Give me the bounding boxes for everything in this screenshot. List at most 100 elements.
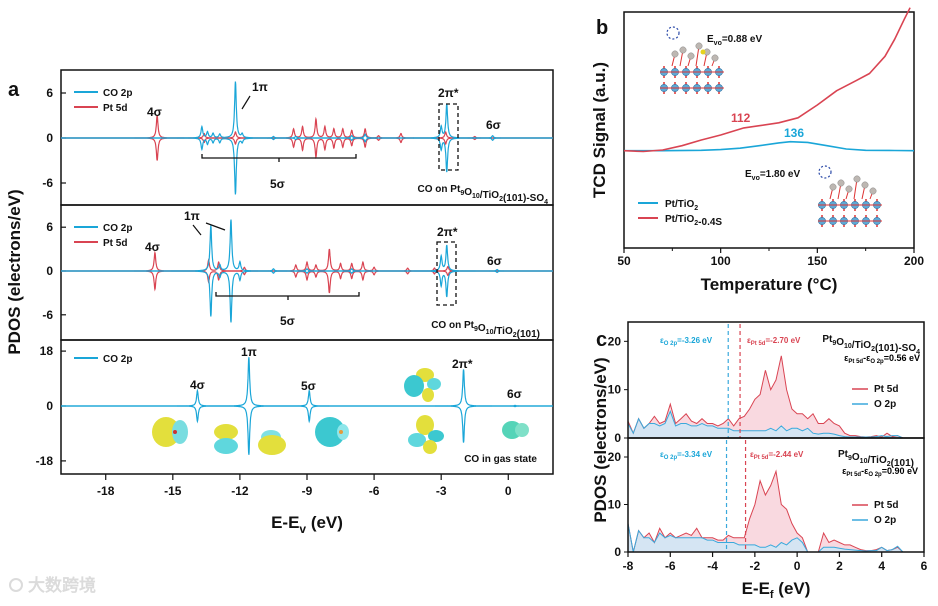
panel-b-ylabel: TCD Signal (a.u.) bbox=[590, 62, 609, 198]
a1-caption: CO on Pt9O10/TiO2(101)-SO4 bbox=[418, 184, 549, 206]
y-tick-label: 20 bbox=[608, 334, 622, 348]
c1-legend-o2p: O 2p bbox=[874, 399, 896, 410]
pt-tio2-04s-curve bbox=[623, 7, 911, 153]
orbital-4sigma-isosurface bbox=[152, 417, 188, 447]
a2-4sigma-label: 4σ bbox=[145, 240, 160, 254]
pt-atom bbox=[671, 50, 679, 58]
pt-atom bbox=[853, 175, 861, 183]
peak-label-112: 112 bbox=[731, 111, 751, 125]
x-tick-label: -18 bbox=[97, 484, 115, 498]
a1-legend-pt5d: Pt 5d bbox=[103, 103, 127, 114]
a3-4sigma-label: 4σ bbox=[190, 378, 205, 392]
pt-atom bbox=[861, 181, 869, 189]
panel-label-a: a bbox=[8, 79, 20, 101]
c2-frame bbox=[627, 437, 925, 553]
y-tick-label: 0 bbox=[46, 399, 53, 413]
pt-atom bbox=[845, 185, 853, 193]
a2-5sigma-bracket bbox=[215, 292, 360, 300]
evo-label-sulfated: Evo=0.88 eV bbox=[707, 34, 762, 47]
y-tick-label: 0 bbox=[614, 545, 621, 559]
a2-legend-co2p: CO 2p bbox=[103, 223, 132, 234]
evo-label-pristine: Evo=1.80 eV bbox=[745, 169, 800, 182]
peak-label-136: 136 bbox=[784, 126, 804, 140]
x-tick-label: 200 bbox=[904, 254, 924, 268]
y-tick-label: -18 bbox=[36, 454, 54, 468]
orbital-1pi-isosurface-a bbox=[214, 424, 238, 454]
a3-co2p-down-line bbox=[61, 405, 553, 455]
c1-delta-label: εPt 5d-εO 2p=0.56 eV bbox=[844, 353, 920, 365]
c1-pt5d-line bbox=[627, 355, 904, 439]
x-tick-label: 6 bbox=[921, 559, 928, 573]
watermark: 大数跨境 bbox=[9, 575, 96, 595]
a1-2pi-label: 2π* bbox=[438, 86, 459, 100]
x-tick-label: -4 bbox=[707, 559, 718, 573]
a2-2pi-box bbox=[436, 241, 457, 306]
panel-a-xlabel: E-Ev (eV) bbox=[271, 513, 343, 536]
y-tick-label: 0 bbox=[614, 431, 621, 445]
a1-4sigma-label: 4σ bbox=[147, 105, 162, 119]
a3-5sigma-label: 5σ bbox=[301, 379, 316, 393]
orbital-5sigma-isosurface bbox=[315, 417, 349, 447]
panel-b: b TCD Signal (a.u.) Temperature (°C) 50 1… bbox=[590, 7, 924, 294]
x-tick-label: 100 bbox=[711, 254, 731, 268]
panel-label-b: b bbox=[596, 17, 608, 39]
c2-o2p-line bbox=[627, 523, 904, 553]
a1-5sigma-bracket bbox=[201, 154, 357, 162]
b-legend-pt-tio2-04s: Pt/TiO2-0.4S bbox=[665, 214, 722, 228]
a1-legend-co2p: CO 2p bbox=[103, 88, 132, 99]
pt-atom bbox=[829, 183, 837, 191]
a2-2pi-label: 2π* bbox=[437, 225, 458, 239]
watermark-logo-icon bbox=[9, 578, 23, 592]
x-tick-label: 0 bbox=[794, 559, 801, 573]
pt-tio2-curve bbox=[624, 140, 915, 152]
c2-eps-o2p-label: εO 2p=-3.34 eV bbox=[660, 450, 713, 461]
a2-1pi-leader-2 bbox=[205, 222, 226, 231]
y-tick-label: -6 bbox=[42, 176, 53, 190]
a2-1pi-label: 1π bbox=[184, 209, 200, 223]
orbital-1pi-isosurface-b bbox=[258, 430, 286, 455]
a3-1pi-label: 1π bbox=[241, 345, 257, 359]
a3-6sigma-label: 6σ bbox=[507, 387, 522, 401]
sulfur-atom bbox=[700, 49, 706, 55]
y-tick-label: 10 bbox=[608, 498, 622, 512]
a2-co2p-down-line bbox=[61, 270, 553, 323]
c1-eps-pt5d-label: εPt 5d=-2.70 eV bbox=[747, 336, 801, 347]
panel-a-ylabel: PDOS (electrons/eV) bbox=[5, 189, 24, 354]
x-tick-label: 2 bbox=[836, 559, 843, 573]
x-tick-label: 0 bbox=[505, 484, 512, 498]
x-tick-label: 4 bbox=[878, 559, 885, 573]
a1-co2p-down-line bbox=[61, 137, 553, 195]
b-legend-pt-tio2: Pt/TiO2 bbox=[665, 199, 698, 212]
y-tick-label: 6 bbox=[46, 220, 53, 234]
structure-model-sulfated bbox=[660, 42, 724, 94]
a2-annotations: 1π 4σ 5σ 2π* 6σ CO on Pt9O10/TiO2(101) C… bbox=[74, 209, 540, 340]
y-tick-label: 6 bbox=[46, 86, 53, 100]
x-tick-label: -6 bbox=[369, 484, 380, 498]
x-tick-label: -6 bbox=[665, 559, 676, 573]
panel-c-xlabel: E-Ef (eV) bbox=[742, 579, 811, 601]
c1-pt5d-fill bbox=[628, 355, 903, 438]
y-tick-label: 10 bbox=[608, 383, 622, 397]
pt-atom bbox=[687, 52, 695, 60]
a2-caption: CO on Pt9O10/TiO2(101) bbox=[431, 320, 540, 340]
c2-o2p-fill bbox=[628, 523, 903, 552]
a3-legend-co2p: CO 2p bbox=[103, 354, 132, 365]
c1-o2p-line bbox=[627, 410, 904, 439]
y-tick-label: -6 bbox=[42, 308, 53, 322]
structure-model-pristine bbox=[818, 175, 882, 227]
pt-atom bbox=[837, 179, 845, 187]
panel-c-ylabel: PDOS (electrons/eV) bbox=[591, 357, 610, 522]
x-tick-label: -8 bbox=[623, 559, 634, 573]
y-tick-label: 18 bbox=[40, 344, 54, 358]
a3-caption: CO in gas state bbox=[464, 454, 537, 465]
c2-delta-label: εPt 5d-εO 2p=0.90 eV bbox=[842, 466, 918, 478]
c1-title: Pt9O10/TiO2(101)-SO4 bbox=[822, 334, 920, 356]
y-tick-label: 20 bbox=[608, 450, 622, 464]
panel-b-xlabel: Temperature (°C) bbox=[701, 275, 838, 294]
panel-label-c: c bbox=[596, 329, 607, 351]
y-tick-label: 0 bbox=[46, 131, 53, 145]
c1-o2p-fill bbox=[628, 411, 903, 438]
a1-1pi-leader bbox=[241, 95, 251, 110]
c2-legend-pt5d: Pt 5d bbox=[874, 500, 898, 511]
